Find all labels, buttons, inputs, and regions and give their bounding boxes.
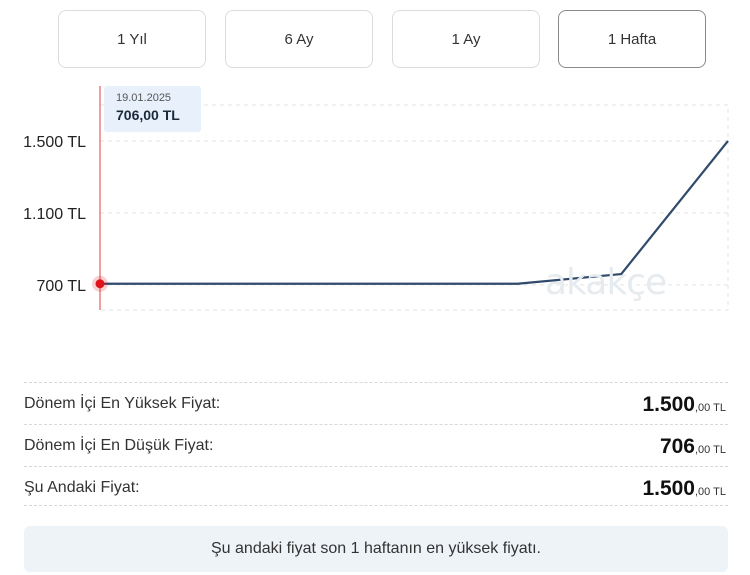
stat-value-dec: ,00 TL [695,444,726,456]
price-chart: 700 TL 1.100 TL 1.500 TL [0,80,750,320]
price-chart-svg-container: 700 TL 1.100 TL 1.500 TL [0,80,750,320]
stat-value-int: 1.500 [642,477,695,500]
stat-row-current: Şu Andaki Fiyat: 1.500,00 TL [24,466,728,506]
stat-label: Dönem İçi En Düşük Fiyat: [24,437,214,454]
period-tabs: 1 Yıl 6 Ay 1 Ay 1 Hafta [58,10,708,68]
price-line [100,140,729,285]
chart-svg: 700 TL 1.100 TL 1.500 TL [23,86,729,311]
tab-1-year[interactable]: 1 Yıl [58,10,206,68]
chart-tooltip: 19.01.2025 706,00 TL [104,86,201,132]
stat-value-dec: ,00 TL [695,486,726,498]
stat-label: Şu Andaki Fiyat: [24,479,140,496]
y-tick-label: 1.500 TL [23,134,86,151]
watermark-logo: akakçe [545,262,667,303]
price-stats: Dönem İçi En Yüksek Fiyat: 1.500,00 TL D… [24,382,728,506]
highlight-marker [95,279,105,289]
tooltip-value: 706,00 TL [116,107,180,123]
stat-value-int: 1.500 [642,393,695,416]
tooltip-date: 19.01.2025 [116,92,172,104]
stat-value: 706,00 TL [660,435,726,459]
stat-row-lowest: Dönem İçi En Düşük Fiyat: 706,00 TL [24,424,728,466]
y-tick-label: 700 TL [36,278,86,295]
stat-value-dec: ,00 TL [695,402,726,414]
tab-6-months[interactable]: 6 Ay [225,10,373,68]
stat-row-highest: Dönem İçi En Yüksek Fiyat: 1.500,00 TL [24,382,728,424]
y-tick-label: 1.100 TL [23,206,86,223]
tab-1-month[interactable]: 1 Ay [392,10,540,68]
stat-value: 1.500,00 TL [642,477,726,501]
tab-1-week[interactable]: 1 Hafta [558,10,706,68]
stat-label: Dönem İçi En Yüksek Fiyat: [24,395,221,412]
price-note: Şu andaki fiyat son 1 haftanın en yüksek… [24,526,728,572]
stat-value: 1.500,00 TL [642,393,726,417]
stat-value-int: 706 [659,435,695,458]
